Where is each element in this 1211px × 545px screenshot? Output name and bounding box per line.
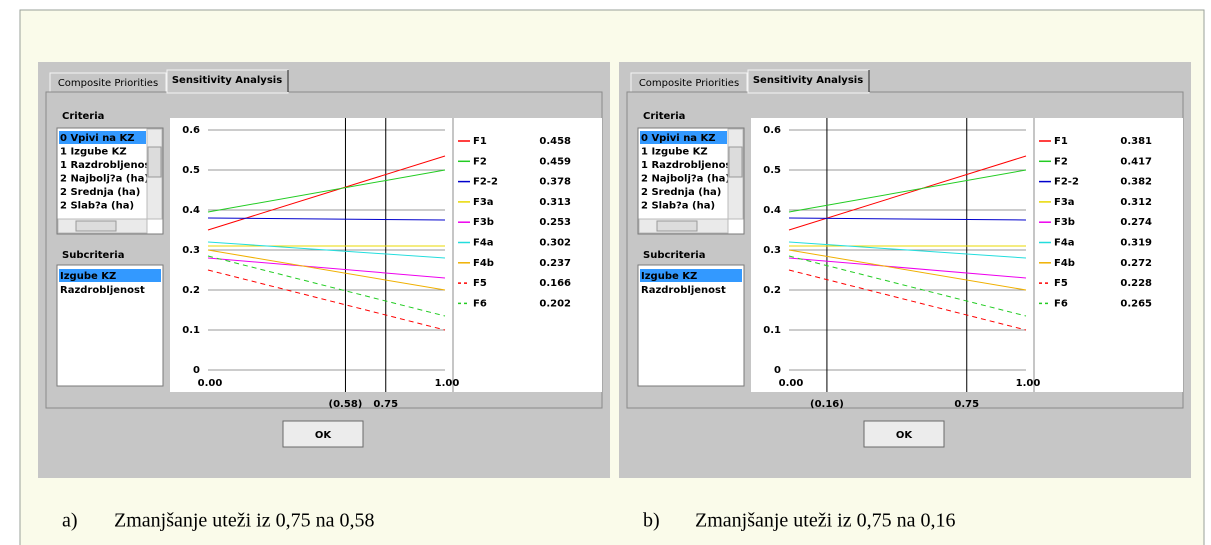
legend-value: 0.166 [539,278,571,289]
y-tick-label: 0.2 [182,285,200,296]
criteria-item[interactable]: 2 Najbolj?a (ha) [60,174,149,185]
tab-label[interactable]: Composite Priorities [58,78,158,89]
legend-value: 0.265 [1120,298,1152,309]
criteria-item[interactable]: 1 Izgube KZ [60,147,127,158]
scroll-thumb[interactable] [76,221,116,231]
legend-name: F3b [1054,217,1075,228]
legend-name: F6 [473,298,487,309]
legend-name: F3a [473,197,494,208]
y-tick-label: 0 [193,365,200,376]
caption: Zmanjšanje uteži iz 0,75 na 0,58 [114,510,374,532]
criteria-item[interactable]: 1 Razdrobljenos [60,160,150,171]
dialog-panel: Composite Priorities Sensitivity Analysis… [38,62,610,532]
criteria-label: Criteria [643,111,685,122]
legend-value: 0.417 [1120,156,1152,167]
scroll-thumb[interactable] [148,147,161,177]
y-tick-label: 0.1 [763,325,781,336]
legend-name: F4a [473,238,494,249]
y-tick-label: 0.5 [763,165,781,176]
legend-name: F1 [473,136,487,147]
y-tick-label: 0.6 [763,125,781,136]
scroll-thumb[interactable] [657,221,697,231]
legend-value: 0.458 [539,136,571,147]
legend-name: F4b [473,258,494,269]
caption-marker: a) [62,510,78,532]
subcriteria-list [57,265,163,386]
legend-name: F4a [1054,238,1075,249]
tab-label[interactable]: Composite Priorities [639,78,739,89]
y-tick-label: 0.1 [182,325,200,336]
legend-value: 0.272 [1120,258,1152,269]
marker-label: (0.16) [810,399,844,410]
marker-label: 0.75 [954,399,979,410]
legend-name: F2-2 [1054,177,1079,188]
legend-value: 0.274 [1120,217,1152,228]
criteria-item[interactable]: 2 Srednja (ha) [641,187,721,198]
legend-value: 0.382 [1120,177,1152,188]
legend-name: F1 [1054,136,1068,147]
legend-value: 0.459 [539,156,571,167]
dialog-panel: Composite Priorities Sensitivity Analysis… [619,62,1191,532]
criteria-item[interactable]: 0 Vpivi na KZ [641,133,716,144]
legend-value: 0.253 [539,217,571,228]
legend-name: F6 [1054,298,1068,309]
y-tick-label: 0.5 [182,165,200,176]
chart-bg [170,118,452,392]
caption: Zmanjšanje uteži iz 0,75 na 0,16 [695,510,955,532]
legend-name: F3a [1054,197,1075,208]
tab-label[interactable]: Sensitivity Analysis [753,75,863,86]
subcriteria-list [638,265,744,386]
subcriteria-label: Subcriteria [62,250,124,261]
subcriteria-item[interactable]: Razdrobljenost [641,285,726,296]
legend-name: F4b [1054,258,1075,269]
y-tick-label: 0 [774,365,781,376]
ok-label[interactable]: OK [315,430,333,441]
legend-value: 0.237 [539,258,571,269]
tab-label[interactable]: Sensitivity Analysis [172,75,282,86]
criteria-item[interactable]: 1 Izgube KZ [641,147,708,158]
caption-marker: b) [643,510,660,532]
screen: Composite Priorities Sensitivity Analysis… [0,0,1211,545]
criteria-item[interactable]: 2 Slab?a (ha) [60,201,134,212]
y-tick-label: 0.2 [763,285,781,296]
x-tick-label: 0.00 [779,378,804,389]
criteria-item[interactable]: 1 Razdrobljenos [641,160,731,171]
marker-label: 0.75 [373,399,398,410]
scroll-thumb[interactable] [729,147,742,177]
legend-value: 0.319 [1120,238,1152,249]
y-tick-label: 0.4 [182,205,200,216]
criteria-item[interactable]: 2 Srednja (ha) [60,187,140,198]
y-tick-label: 0.4 [763,205,781,216]
chart-bg [751,118,1033,392]
criteria-item[interactable]: 2 Najbolj?a (ha) [641,174,730,185]
y-tick-label: 0.6 [182,125,200,136]
legend-name: F2 [473,156,487,167]
subcriteria-label: Subcriteria [643,250,705,261]
criteria-item[interactable]: 0 Vpivi na KZ [60,133,135,144]
legend-value: 0.312 [1120,197,1152,208]
legend-value: 0.302 [539,238,571,249]
criteria-item[interactable]: 2 Slab?a (ha) [641,201,715,212]
legend-value: 0.202 [539,298,571,309]
ok-label[interactable]: OK [896,430,914,441]
legend-value: 0.313 [539,197,571,208]
legend-value: 0.228 [1120,278,1152,289]
y-tick-label: 0.3 [763,245,781,256]
legend-name: F5 [473,278,487,289]
x-tick-label: 1.00 [1016,378,1041,389]
legend-name: F5 [1054,278,1068,289]
criteria-label: Criteria [62,111,104,122]
x-tick-label: 1.00 [435,378,460,389]
legend-name: F3b [473,217,494,228]
legend-name: F2-2 [473,177,498,188]
legend-name: F2 [1054,156,1068,167]
y-tick-label: 0.3 [182,245,200,256]
subcriteria-item[interactable]: Razdrobljenost [60,285,145,296]
legend-value: 0.381 [1120,136,1152,147]
marker-label: (0.58) [329,399,363,410]
subcriteria-item[interactable]: Izgube KZ [641,271,697,282]
subcriteria-item[interactable]: Izgube KZ [60,271,116,282]
legend-value: 0.378 [539,177,571,188]
x-tick-label: 0.00 [198,378,223,389]
